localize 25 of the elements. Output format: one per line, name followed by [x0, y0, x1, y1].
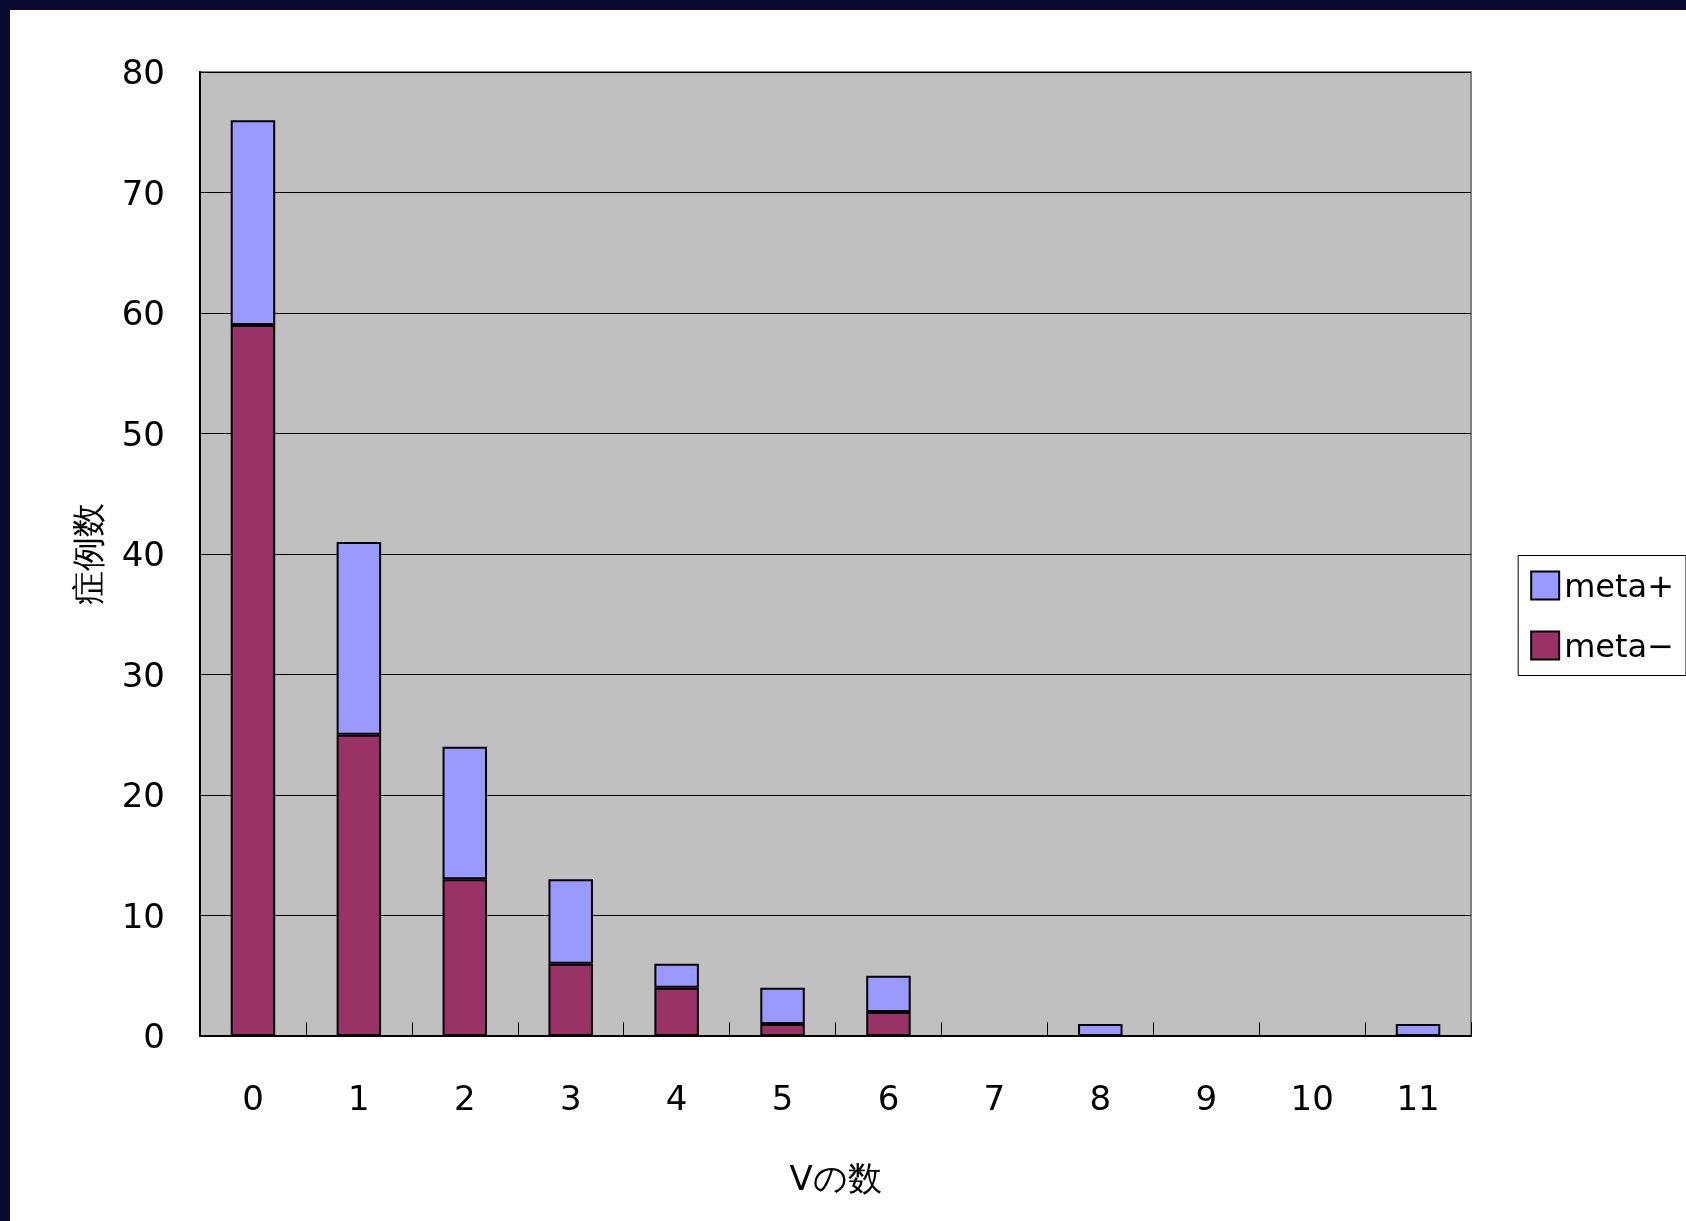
x-tick-label: 9 — [1195, 1078, 1218, 1118]
x-tick-label: 6 — [877, 1078, 900, 1118]
x-tick-label: 4 — [665, 1078, 688, 1118]
x-tick-label: 0 — [242, 1078, 264, 1118]
y-tick-label: 10 — [121, 895, 165, 936]
y-tick-label: 60 — [121, 293, 165, 333]
y-tick-label: 20 — [121, 775, 165, 815]
x-tick-label: 5 — [771, 1078, 794, 1118]
x-tick-label: 10 — [1290, 1078, 1334, 1118]
y-axis-title: 症例数 — [68, 503, 108, 605]
x-tick-label: 11 — [1396, 1078, 1440, 1118]
x-tick-label: 7 — [983, 1078, 1006, 1118]
legend-label: meta+ — [1564, 566, 1674, 605]
x-axis-title: Vの数 — [789, 1158, 882, 1198]
y-tick-label: 30 — [121, 654, 165, 695]
y-tick-label: 0 — [143, 1016, 165, 1056]
y-tick-label: 80 — [121, 52, 165, 92]
x-tick-label: 2 — [453, 1078, 476, 1118]
y-tick-label: 50 — [121, 413, 165, 454]
x-tick-label: 1 — [348, 1078, 370, 1118]
y-tick-label: 40 — [121, 534, 165, 574]
y-tick-label: 70 — [121, 172, 165, 213]
legend-label: meta− — [1564, 626, 1674, 665]
x-tick-label: 8 — [1089, 1078, 1112, 1118]
x-tick-label: 3 — [559, 1078, 582, 1118]
